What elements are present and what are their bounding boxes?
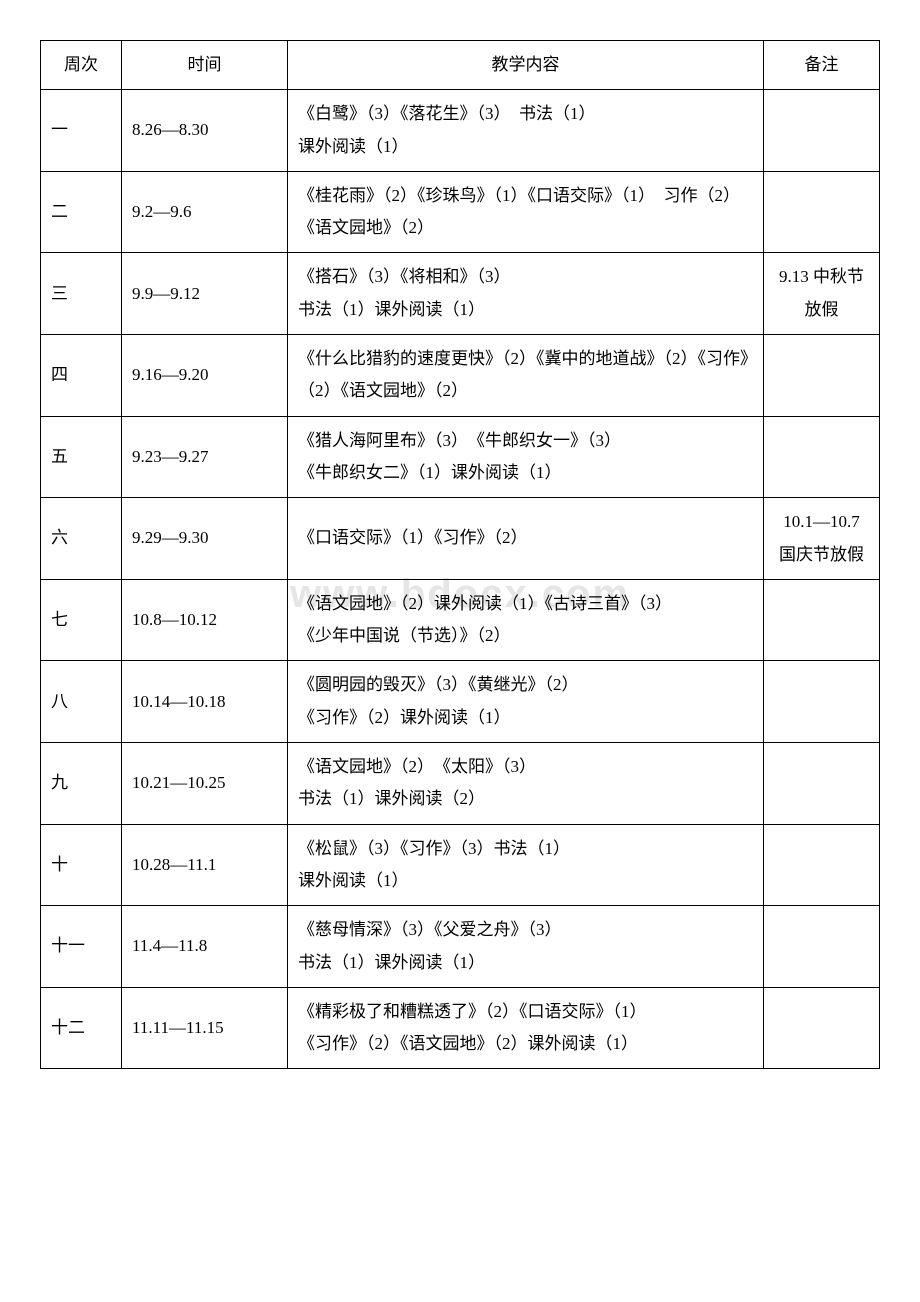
cell-content: 《什么比猎豹的速度更快》（2）《冀中的地道战》（2）《习作》（2）《语文园地》（… <box>288 335 764 417</box>
cell-time: 10.21—10.25 <box>122 743 288 825</box>
cell-time: 9.16—9.20 <box>122 335 288 417</box>
cell-time: 11.11—11.15 <box>122 987 288 1069</box>
cell-week: 九 <box>41 743 122 825</box>
cell-note <box>764 335 880 417</box>
cell-note <box>764 579 880 661</box>
schedule-table: 周次 时间 教学内容 备注 一8.26—8.30《白鹭》（3）《落花生》（3） … <box>40 40 880 1069</box>
cell-week: 二 <box>41 171 122 253</box>
header-week: 周次 <box>41 41 122 90</box>
cell-note <box>764 987 880 1069</box>
cell-time: 10.14—10.18 <box>122 661 288 743</box>
cell-time: 8.26—8.30 <box>122 90 288 172</box>
cell-time: 9.29—9.30 <box>122 498 288 580</box>
cell-note <box>764 416 880 498</box>
cell-week: 八 <box>41 661 122 743</box>
cell-note <box>764 743 880 825</box>
cell-content: 《慈母情深》（3）《父爱之舟》（3）书法（1）课外阅读（1） <box>288 906 764 988</box>
table-row: 十10.28—11.1《松鼠》（3）《习作》（3）书法（1）课外阅读（1） <box>41 824 880 906</box>
cell-content: 《搭石》（3）《将相和》（3）书法（1）课外阅读（1） <box>288 253 764 335</box>
cell-note <box>764 661 880 743</box>
cell-time: 10.8—10.12 <box>122 579 288 661</box>
cell-week: 三 <box>41 253 122 335</box>
cell-week: 十二 <box>41 987 122 1069</box>
header-time: 时间 <box>122 41 288 90</box>
cell-content: 《松鼠》（3）《习作》（3）书法（1）课外阅读（1） <box>288 824 764 906</box>
cell-week: 十 <box>41 824 122 906</box>
table-row: 四9.16—9.20《什么比猎豹的速度更快》（2）《冀中的地道战》（2）《习作》… <box>41 335 880 417</box>
cell-time: 9.23—9.27 <box>122 416 288 498</box>
cell-note <box>764 90 880 172</box>
table-row: 五9.23—9.27《猎人海阿里布》（3） 《牛郎织女一》（3）《牛郎织女二》（… <box>41 416 880 498</box>
table-row: 十二11.11—11.15《精彩极了和糟糕透了》（2）《口语交际》（1）《习作》… <box>41 987 880 1069</box>
table-row: 七10.8—10.12《语文园地》（2）课外阅读（1）《古诗三首》（3）《少年中… <box>41 579 880 661</box>
cell-note: 10.1—10.7 国庆节放假 <box>764 498 880 580</box>
table-header-row: 周次 时间 教学内容 备注 <box>41 41 880 90</box>
table-row: 十一11.4—11.8《慈母情深》（3）《父爱之舟》（3）书法（1）课外阅读（1… <box>41 906 880 988</box>
cell-week: 六 <box>41 498 122 580</box>
cell-content: 《圆明园的毁灭》（3）《黄继光》（2）《习作》（2）课外阅读（1） <box>288 661 764 743</box>
cell-content: 《语文园地》（2）课外阅读（1）《古诗三首》（3）《少年中国说（节选）》（2） <box>288 579 764 661</box>
cell-content: 《白鹭》（3）《落花生》（3） 书法（1）课外阅读（1） <box>288 90 764 172</box>
cell-content: 《精彩极了和糟糕透了》（2）《口语交际》（1）《习作》（2）《语文园地》（2）课… <box>288 987 764 1069</box>
cell-time: 10.28—11.1 <box>122 824 288 906</box>
cell-content: 《猎人海阿里布》（3） 《牛郎织女一》（3）《牛郎织女二》（1）课外阅读（1） <box>288 416 764 498</box>
cell-note <box>764 171 880 253</box>
cell-week: 七 <box>41 579 122 661</box>
table-row: 九10.21—10.25《语文园地》（2） 《太阳》（3）书法（1）课外阅读（2… <box>41 743 880 825</box>
cell-week: 四 <box>41 335 122 417</box>
table-row: 二9.2—9.6《桂花雨》（2）《珍珠鸟》（1）《口语交际》（1） 习作（2）《… <box>41 171 880 253</box>
cell-time: 11.4—11.8 <box>122 906 288 988</box>
cell-note <box>764 906 880 988</box>
cell-time: 9.2—9.6 <box>122 171 288 253</box>
cell-week: 五 <box>41 416 122 498</box>
table-row: 一8.26—8.30《白鹭》（3）《落花生》（3） 书法（1）课外阅读（1） <box>41 90 880 172</box>
cell-note <box>764 824 880 906</box>
cell-content: 《语文园地》（2） 《太阳》（3）书法（1）课外阅读（2） <box>288 743 764 825</box>
table-row: 六9.29—9.30《口语交际》（1）《习作》（2）10.1—10.7 国庆节放… <box>41 498 880 580</box>
cell-content: 《桂花雨》（2）《珍珠鸟》（1）《口语交际》（1） 习作（2）《语文园地》（2） <box>288 171 764 253</box>
cell-note: 9.13 中秋节放假 <box>764 253 880 335</box>
table-row: 三9.9—9.12《搭石》（3）《将相和》（3）书法（1）课外阅读（1）9.13… <box>41 253 880 335</box>
cell-content: 《口语交际》（1）《习作》（2） <box>288 498 764 580</box>
cell-week: 十一 <box>41 906 122 988</box>
cell-week: 一 <box>41 90 122 172</box>
header-content: 教学内容 <box>288 41 764 90</box>
header-note: 备注 <box>764 41 880 90</box>
table-row: 八10.14—10.18《圆明园的毁灭》（3）《黄继光》（2）《习作》（2）课外… <box>41 661 880 743</box>
cell-time: 9.9—9.12 <box>122 253 288 335</box>
